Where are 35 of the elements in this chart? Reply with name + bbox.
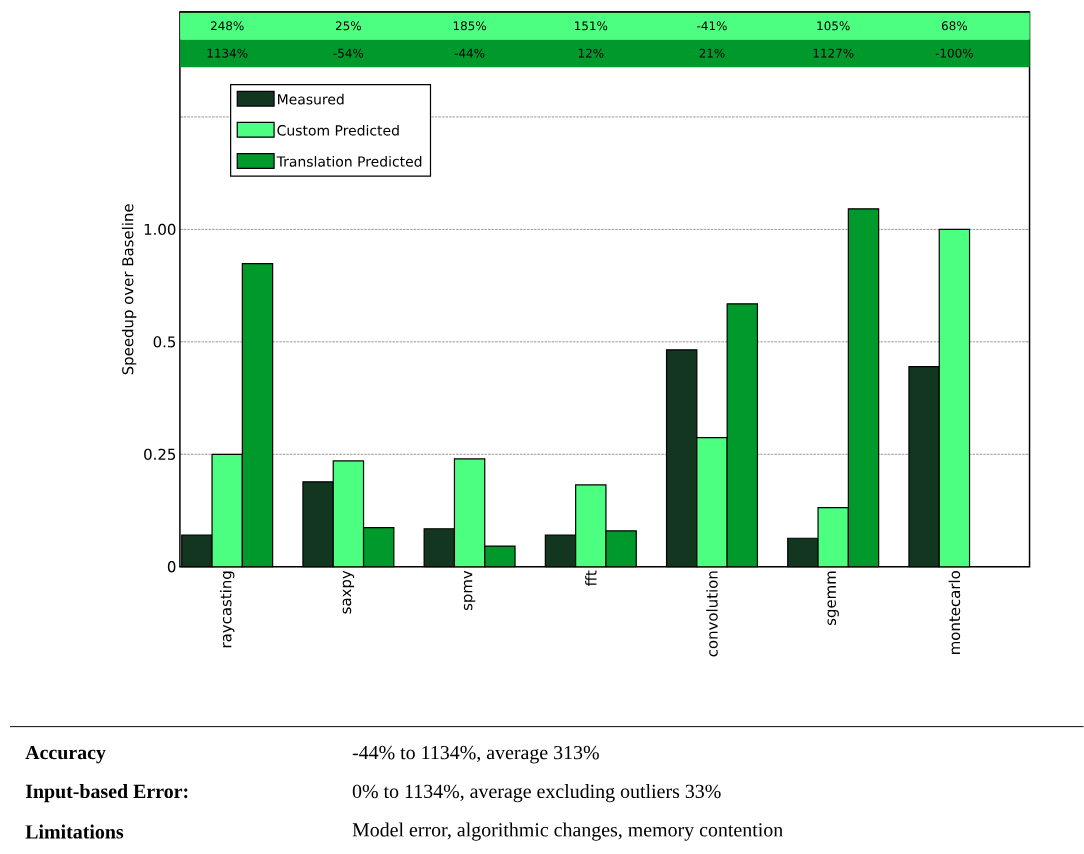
annotation: 1127% [813, 48, 854, 58]
text: Accuracy [25, 746, 106, 764]
annotation: 12% [578, 48, 604, 58]
annotation: -100% [935, 48, 973, 58]
annotation: 151% [575, 21, 608, 31]
legend-label: Translation Predicted [276, 156, 422, 168]
x-tick-label: convolution [706, 571, 718, 657]
x-tick-label: fft [585, 570, 597, 587]
text: 0% to 1134%, average excluding outliers 33% [352, 784, 721, 803]
annotation: 25% [335, 21, 361, 31]
x-tick-label: sgemm [827, 571, 839, 626]
annotation: -54% [333, 48, 364, 58]
y-tick-label: 0.5 [153, 336, 176, 348]
legend-label: Custom Predicted [277, 125, 399, 136]
annotation: -44% [454, 48, 485, 58]
legend-label: Measured [278, 93, 344, 105]
y-tick-label: 0.25 [144, 448, 176, 461]
text: Limitations [25, 824, 124, 839]
annotation: 1134% [207, 48, 248, 58]
text: Input-based Error: [25, 784, 188, 803]
y-axis-title: Speedup over Baseline [121, 204, 137, 375]
text: Model error, algorithmic changes, memory contention [352, 822, 783, 841]
annotation: -41% [697, 21, 727, 31]
annotation: 21% [699, 48, 725, 58]
annotation: 248% [210, 21, 244, 31]
x-tick-label: spmv [463, 570, 476, 611]
text: -44% to 1134%, average 313% [352, 746, 599, 764]
x-tick-label: montecarlo [948, 571, 961, 655]
annotation: 105% [817, 21, 850, 31]
annotation: 68% [941, 21, 967, 31]
y-tick-label: 0 [167, 561, 176, 573]
annotation: 185% [453, 21, 486, 31]
y-tick-label: 1.00 [144, 223, 176, 236]
x-tick-label: saxpy [342, 570, 355, 614]
x-tick-label: raycasting [219, 571, 235, 648]
